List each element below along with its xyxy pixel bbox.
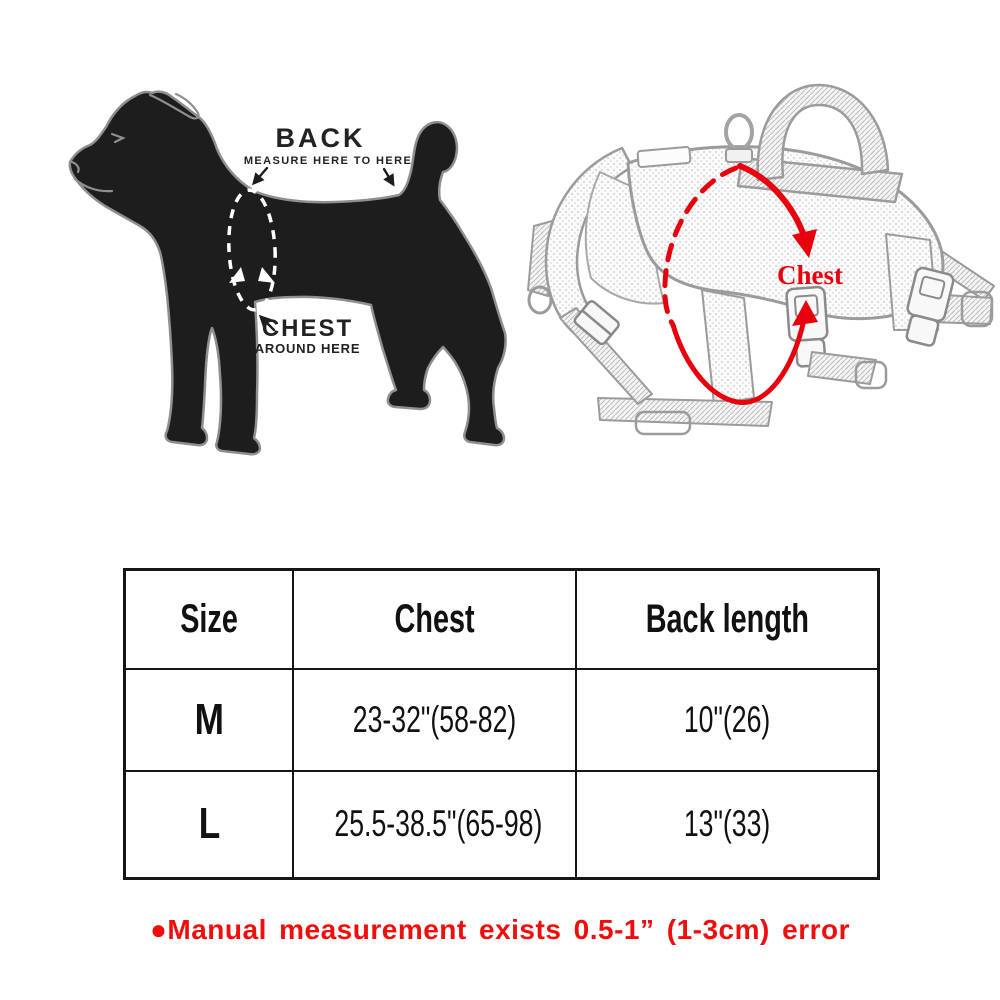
harness-chest-label: Chest: [777, 260, 843, 290]
handle-loop: [756, 83, 890, 182]
slider-buckle: [573, 300, 620, 346]
lower-right-strap: [807, 351, 877, 385]
chest-arrow: [258, 314, 276, 332]
red-arrowhead-up: [792, 300, 818, 326]
tape-arrowhead-right: [258, 267, 275, 283]
red-arrowhead-down: [792, 229, 817, 258]
right-strap-loop: [960, 290, 994, 328]
size-table-header-row: Size Chest Back length: [123, 568, 880, 670]
table-row-m: M 23-32"(58-82) 10"(26): [123, 667, 880, 772]
header-chest: Chest: [292, 568, 578, 670]
chest-instruction: AROUND HERE: [254, 341, 361, 356]
right-buckle: [905, 266, 955, 347]
chest-cell-l: 25.5-38.5"(65-98): [292, 769, 578, 880]
back-arrow-to-tail: [382, 167, 395, 187]
front-leg-strap: [559, 307, 653, 405]
header-size: Size: [123, 568, 295, 670]
lower-right-loop: [854, 360, 888, 390]
back-length-cell-l: 13"(33): [575, 769, 880, 880]
chest-cell-m: 23-32"(58-82): [292, 667, 578, 772]
leash-d-ring: [724, 113, 754, 151]
chest-measure-overlay: [662, 163, 807, 405]
back-label: BACK: [275, 123, 366, 153]
measure-dashed-arc: [662, 165, 739, 328]
size-cell-l: L: [123, 769, 295, 880]
table-row-l: L 25.5-38.5"(65-98) 13"(33): [123, 769, 880, 880]
brand-label-patch: [636, 146, 692, 168]
header-back-length: Back length: [575, 568, 880, 670]
eye-mark: [110, 132, 126, 144]
measure-solid-arc: [670, 317, 807, 405]
size-table: Size Chest Back length M 23-32"(58-82) 1…: [123, 568, 880, 880]
back-arrow-to-withers: [252, 166, 269, 186]
mouth-line: [73, 177, 114, 193]
d-ring-tab: [725, 148, 753, 163]
size-cell-m: M: [123, 667, 295, 772]
back-length-cell-m: 10"(26): [575, 667, 880, 772]
back-instruction: MEASURE HERE TO HERE: [243, 155, 413, 167]
belly-strap-loop: [634, 410, 692, 436]
dog-silhouette: [68, 90, 507, 456]
measurement-error-footnote: ●Manual measurement exists 0.5-1” (1-3cm…: [149, 914, 850, 945]
ear-outline: [148, 92, 200, 120]
tape-arrowhead-left: [229, 267, 245, 283]
nostril-mark: [70, 160, 80, 174]
harness-sketch: [527, 83, 995, 436]
chest-measure-ellipse: [227, 188, 277, 312]
measure-top-arrow: [737, 163, 807, 239]
chest-label: CHEST: [261, 315, 354, 342]
